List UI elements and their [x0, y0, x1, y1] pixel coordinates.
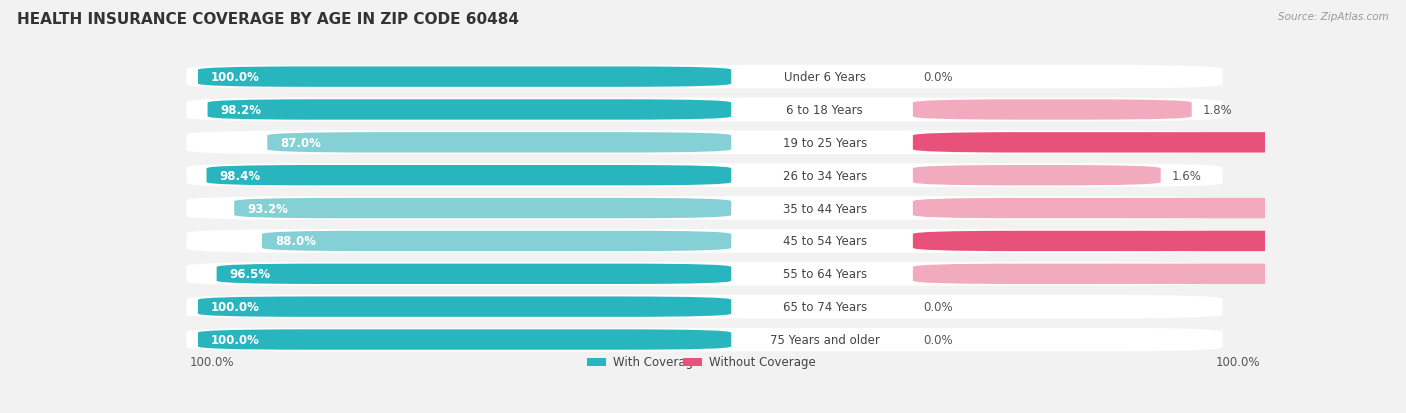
Text: 1.6%: 1.6% [1171, 169, 1201, 182]
FancyBboxPatch shape [912, 198, 1406, 219]
FancyBboxPatch shape [187, 164, 1223, 188]
Text: Without Coverage: Without Coverage [709, 356, 815, 368]
FancyBboxPatch shape [912, 100, 1192, 120]
FancyBboxPatch shape [198, 297, 731, 317]
FancyBboxPatch shape [912, 133, 1406, 153]
Text: Under 6 Years: Under 6 Years [783, 71, 866, 84]
FancyBboxPatch shape [187, 197, 1223, 221]
FancyBboxPatch shape [683, 358, 703, 366]
Text: 100.0%: 100.0% [211, 71, 260, 84]
FancyBboxPatch shape [187, 66, 1223, 89]
FancyBboxPatch shape [187, 131, 1223, 155]
Text: 100.0%: 100.0% [211, 333, 260, 346]
FancyBboxPatch shape [187, 230, 1223, 253]
Text: 55 to 64 Years: 55 to 64 Years [783, 268, 866, 280]
FancyBboxPatch shape [912, 166, 1161, 186]
FancyBboxPatch shape [235, 198, 731, 219]
Text: 96.5%: 96.5% [229, 268, 270, 280]
Text: 6 to 18 Years: 6 to 18 Years [786, 104, 863, 117]
Text: 75 Years and older: 75 Years and older [770, 333, 880, 346]
FancyBboxPatch shape [912, 264, 1406, 284]
Text: 88.0%: 88.0% [274, 235, 316, 248]
Text: 100.0%: 100.0% [211, 300, 260, 313]
Text: 65 to 74 Years: 65 to 74 Years [783, 300, 868, 313]
FancyBboxPatch shape [187, 262, 1223, 286]
FancyBboxPatch shape [187, 98, 1223, 122]
FancyBboxPatch shape [267, 133, 731, 153]
Text: 100.0%: 100.0% [1216, 356, 1260, 368]
Text: 0.0%: 0.0% [924, 300, 953, 313]
FancyBboxPatch shape [262, 231, 731, 252]
Text: Source: ZipAtlas.com: Source: ZipAtlas.com [1278, 12, 1389, 22]
FancyBboxPatch shape [912, 231, 1406, 252]
FancyBboxPatch shape [198, 330, 731, 350]
FancyBboxPatch shape [187, 295, 1223, 319]
FancyBboxPatch shape [217, 264, 731, 284]
FancyBboxPatch shape [198, 67, 731, 88]
FancyBboxPatch shape [208, 100, 731, 120]
Text: 19 to 25 Years: 19 to 25 Years [783, 137, 868, 150]
Text: 87.0%: 87.0% [280, 137, 321, 150]
FancyBboxPatch shape [207, 166, 731, 186]
Text: 98.2%: 98.2% [221, 104, 262, 117]
Text: 26 to 34 Years: 26 to 34 Years [783, 169, 868, 182]
Text: HEALTH INSURANCE COVERAGE BY AGE IN ZIP CODE 60484: HEALTH INSURANCE COVERAGE BY AGE IN ZIP … [17, 12, 519, 27]
Text: 35 to 44 Years: 35 to 44 Years [783, 202, 866, 215]
Text: 0.0%: 0.0% [924, 71, 953, 84]
Text: 93.2%: 93.2% [247, 202, 288, 215]
Text: 0.0%: 0.0% [924, 333, 953, 346]
Text: 45 to 54 Years: 45 to 54 Years [783, 235, 866, 248]
FancyBboxPatch shape [588, 358, 606, 366]
Text: 100.0%: 100.0% [190, 356, 235, 368]
Text: 98.4%: 98.4% [219, 169, 260, 182]
FancyBboxPatch shape [187, 328, 1223, 351]
Text: With Coverage: With Coverage [613, 356, 700, 368]
Text: 1.8%: 1.8% [1202, 104, 1232, 117]
